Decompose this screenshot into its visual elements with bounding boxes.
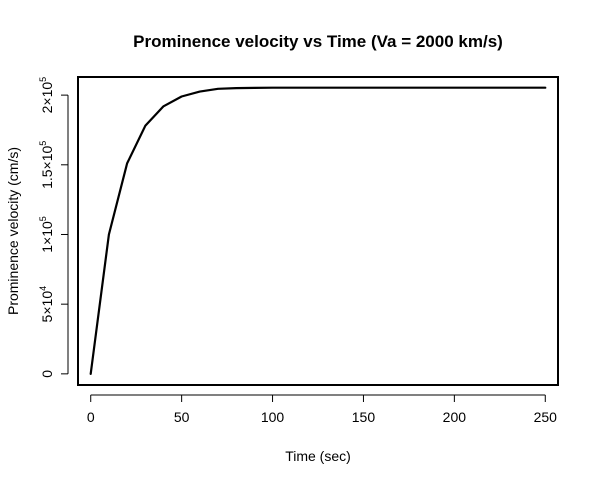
y-tick-mantissa: 5 <box>39 314 55 322</box>
y-tick-exponent: 5 <box>38 141 48 146</box>
chart-title: Prominence velocity vs Time (Va = 2000 k… <box>133 32 503 51</box>
y-axis-label: Prominence velocity (cm/s) <box>5 147 21 315</box>
x-tick-label: 50 <box>174 409 190 425</box>
x-tick-label: 150 <box>352 409 376 425</box>
y-tick-times: × <box>39 237 55 245</box>
x-tick-label: 250 <box>534 409 558 425</box>
x-axis: 0 50 100 150 200 250 <box>87 394 558 425</box>
y-tick-mantissa: 2 <box>39 105 55 113</box>
y-tick-mantissa: 1.5 <box>39 169 55 189</box>
y-tick-label: 2×105 <box>38 77 55 114</box>
y-tick-label: 1.5×105 <box>38 141 55 189</box>
y-tick-times: × <box>39 161 55 169</box>
y-tick-exponent: 5 <box>38 77 48 82</box>
y-tick-label: 1×105 <box>38 216 55 253</box>
y-tick-base: 10 <box>39 291 55 307</box>
y-tick-base: 10 <box>39 145 55 161</box>
x-tick-label: 100 <box>261 409 285 425</box>
y-tick-base: 10 <box>39 82 55 98</box>
x-tick-label: 0 <box>87 409 95 425</box>
y-tick-label: 5×104 <box>38 286 55 323</box>
y-tick-exponent: 4 <box>38 286 48 291</box>
y-tick-mantissa: 0 <box>39 370 55 378</box>
y-tick-times: × <box>39 97 55 105</box>
series-layer <box>89 86 547 375</box>
y-tick-label: 0 <box>39 370 55 378</box>
series-line <box>89 86 547 375</box>
x-axis-label: Time (sec) <box>285 448 351 464</box>
plot-frame <box>77 76 559 386</box>
y-tick-base: 10 <box>39 221 55 237</box>
y-tick-times: × <box>39 306 55 314</box>
y-tick-mantissa: 1 <box>39 245 55 253</box>
y-tick-exponent: 5 <box>38 216 48 221</box>
x-tick-label: 200 <box>443 409 467 425</box>
